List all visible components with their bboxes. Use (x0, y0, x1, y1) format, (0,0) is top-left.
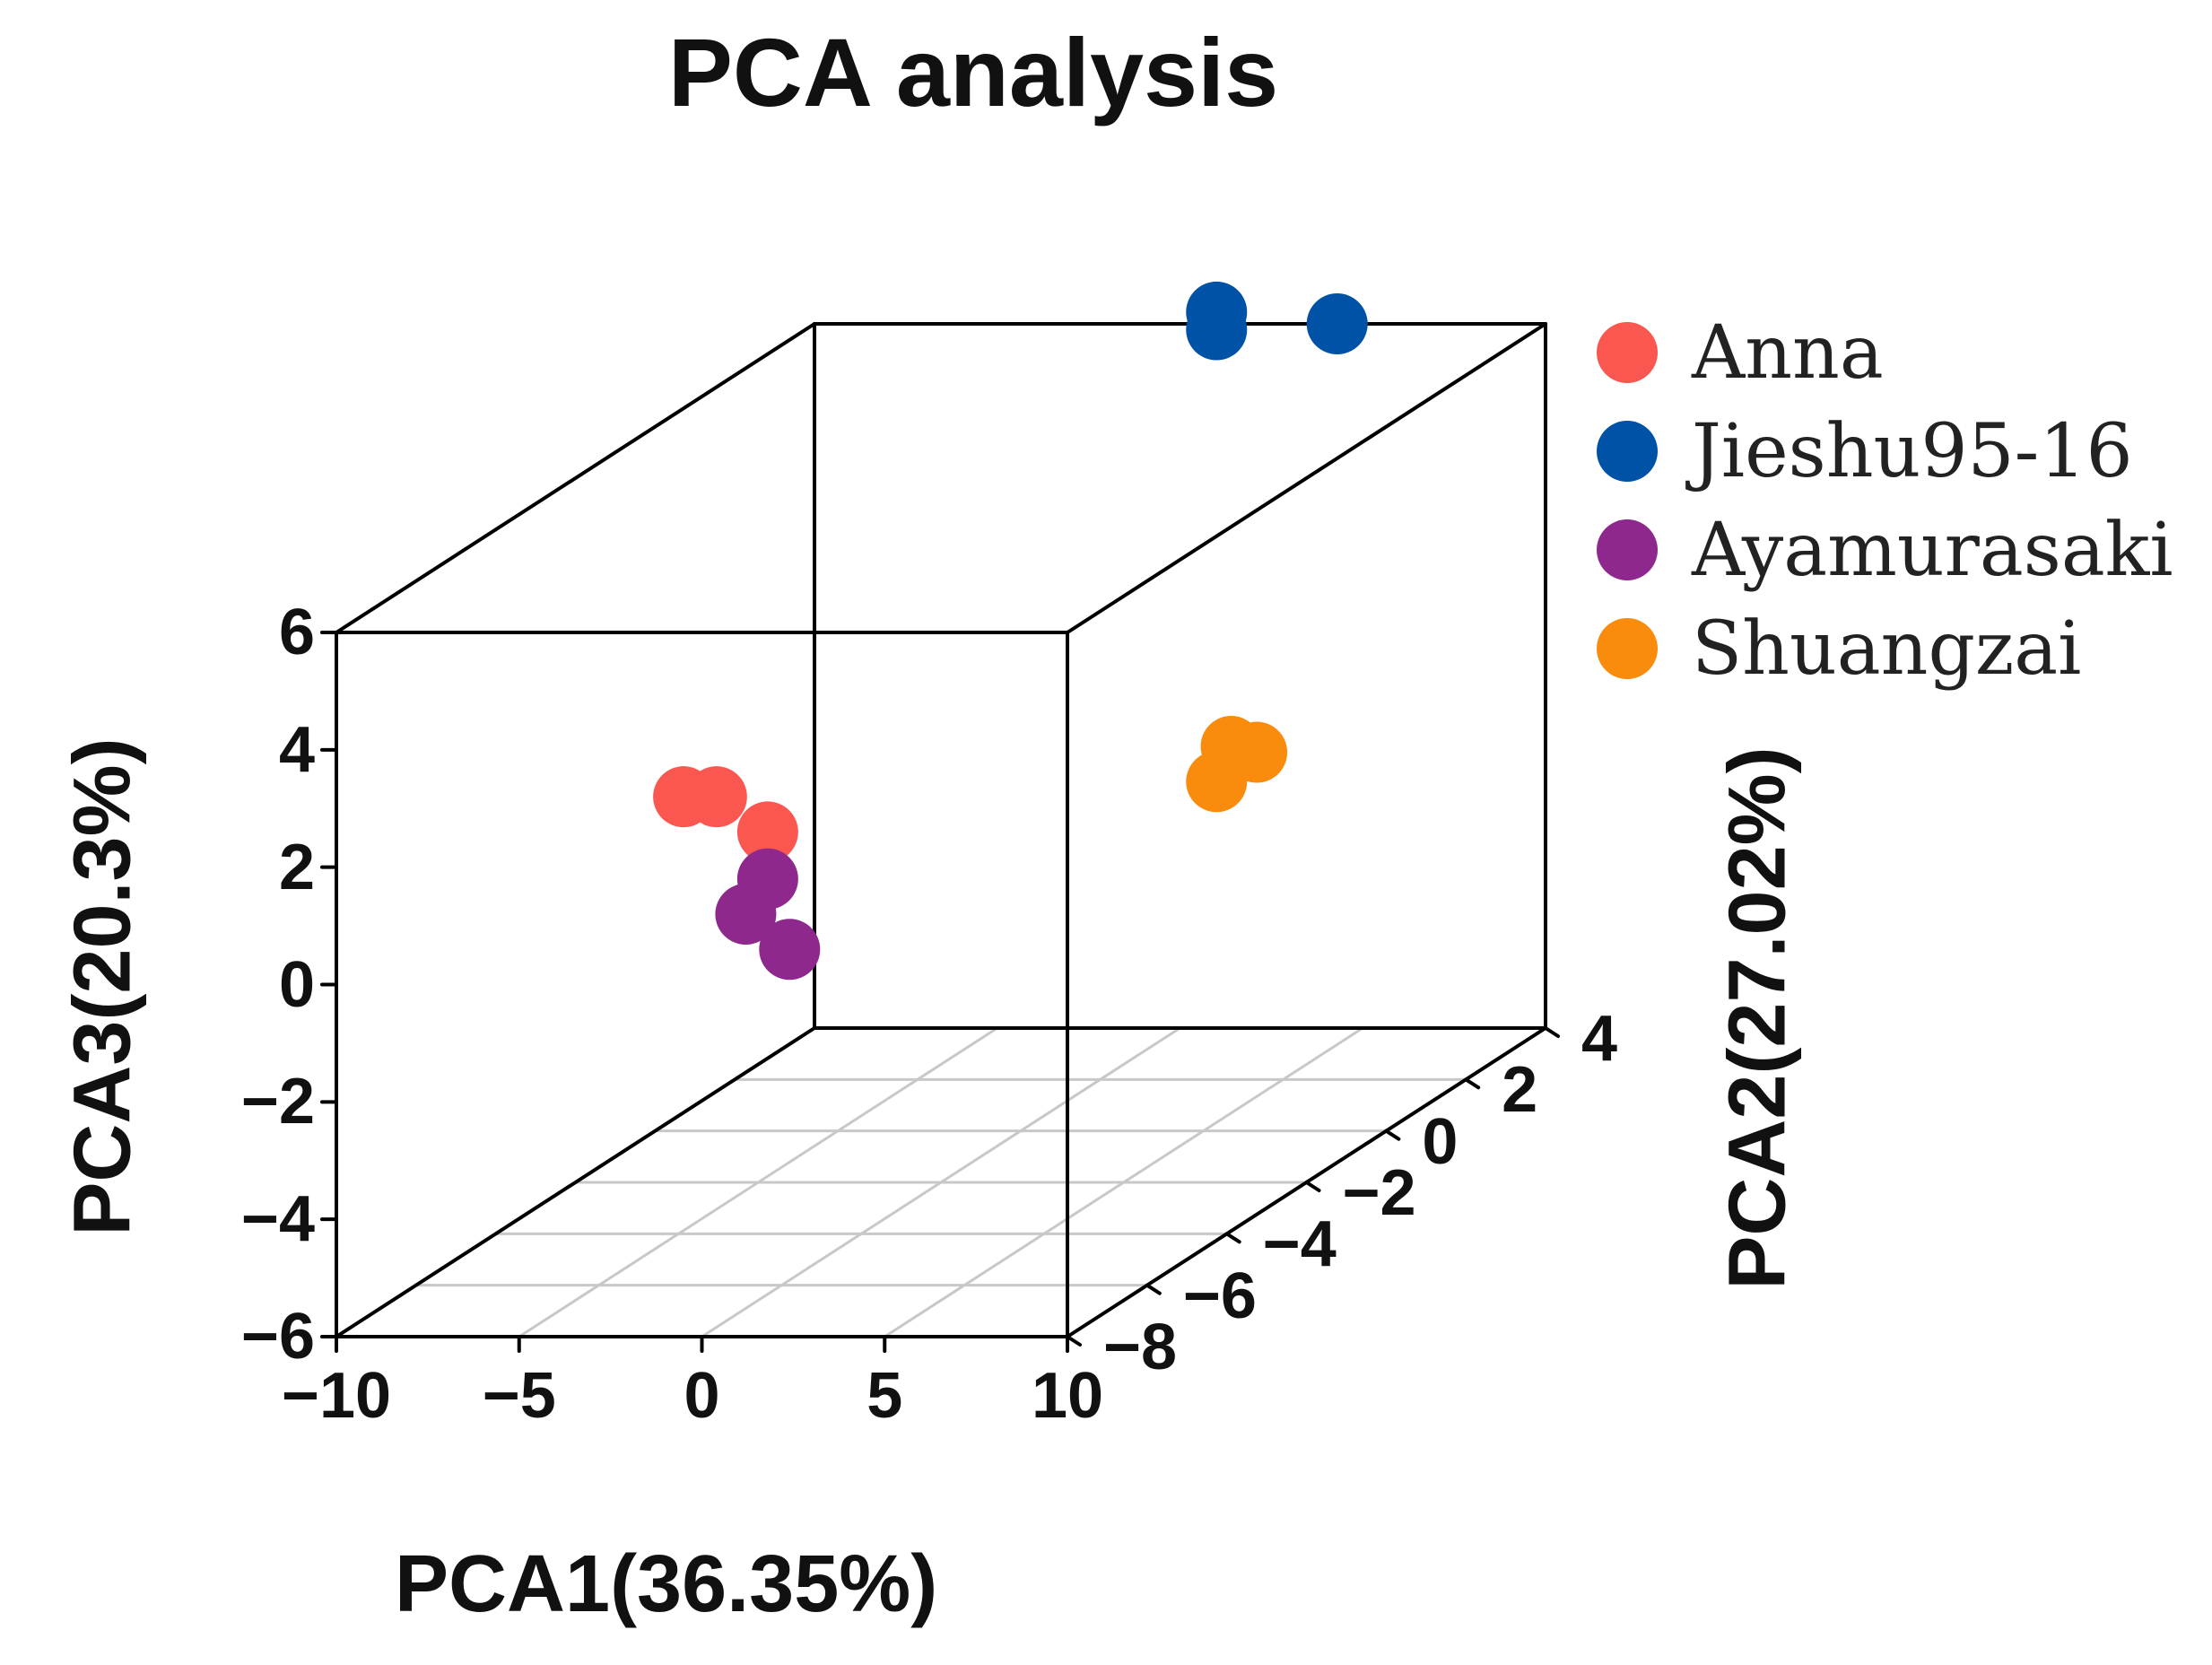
box-edge (335, 322, 816, 634)
x-axis-title: PCA1(36.35%) (395, 1539, 938, 1629)
y-axis-title: PCA3(20.3%) (57, 737, 148, 1236)
legend: Anna Jieshu95-16 Ayamurasaki Shuangzai (1597, 303, 2173, 698)
legend-item-anna: Anna (1597, 303, 2173, 402)
data-point-jieshu95-16 (1186, 281, 1248, 343)
y-tick-label: 0 (278, 948, 315, 1021)
z-tick-label: 2 (1502, 1054, 1538, 1127)
legend-label: Shuangzai (1692, 606, 2082, 692)
z-tick-label: −4 (1262, 1208, 1337, 1281)
data-point-shuangzai (1186, 751, 1248, 813)
y-tick-label: −6 (240, 1301, 315, 1373)
data-point-anna (685, 766, 747, 828)
z-tick-label: −8 (1103, 1312, 1178, 1383)
y-tick-label: −4 (240, 1183, 315, 1256)
z-tick-mark (1066, 1335, 1082, 1347)
z-tick-mark (1384, 1129, 1401, 1141)
z-axis-title: PCA2(27.02%) (1712, 746, 1803, 1290)
legend-item-jieshu95-16: Jieshu95-16 (1597, 402, 2173, 501)
data-point-ayamurasaki (715, 884, 777, 945)
data-point-jieshu95-16 (1306, 293, 1368, 354)
y-tick-label: 2 (278, 831, 315, 903)
z-tick-mark (1145, 1283, 1162, 1295)
y-tick-label: −2 (240, 1066, 315, 1138)
y-tick-label: 6 (278, 597, 315, 668)
data-point-anna (736, 801, 798, 863)
z-tick-mark (1464, 1077, 1481, 1090)
z-tick-label: −2 (1342, 1157, 1416, 1229)
x-tick-label: −5 (482, 1360, 556, 1432)
z-tick-label: 0 (1422, 1105, 1459, 1178)
legend-item-shuangzai: Shuangzai (1597, 599, 2173, 698)
box-edge (1066, 322, 1547, 634)
z-tick-mark (1224, 1232, 1241, 1244)
legend-swatch (1597, 519, 1658, 580)
x-tick-label: −10 (281, 1360, 392, 1432)
z-tick-label: −6 (1182, 1260, 1257, 1332)
z-tick-mark (1304, 1181, 1321, 1192)
data-point-ayamurasaki (759, 919, 821, 981)
legend-label: Jieshu95-16 (1692, 408, 2133, 494)
x-tick-label: 0 (684, 1360, 720, 1432)
legend-label: Anna (1692, 309, 1884, 396)
x-tick-label: 5 (867, 1360, 903, 1432)
chart-title: PCA analysis (667, 18, 1279, 126)
legend-label: Ayamurasaki (1692, 507, 2173, 593)
legend-swatch (1597, 421, 1658, 482)
legend-swatch (1597, 618, 1658, 679)
z-tick-mark (1544, 1026, 1560, 1038)
z-tick-label: 4 (1581, 1003, 1618, 1075)
x-tick-label: 10 (1031, 1360, 1104, 1432)
box-edge (335, 1026, 816, 1338)
y-tick-label: 4 (278, 713, 315, 786)
legend-item-ayamurasaki: Ayamurasaki (1597, 501, 2173, 599)
legend-swatch (1597, 322, 1658, 383)
